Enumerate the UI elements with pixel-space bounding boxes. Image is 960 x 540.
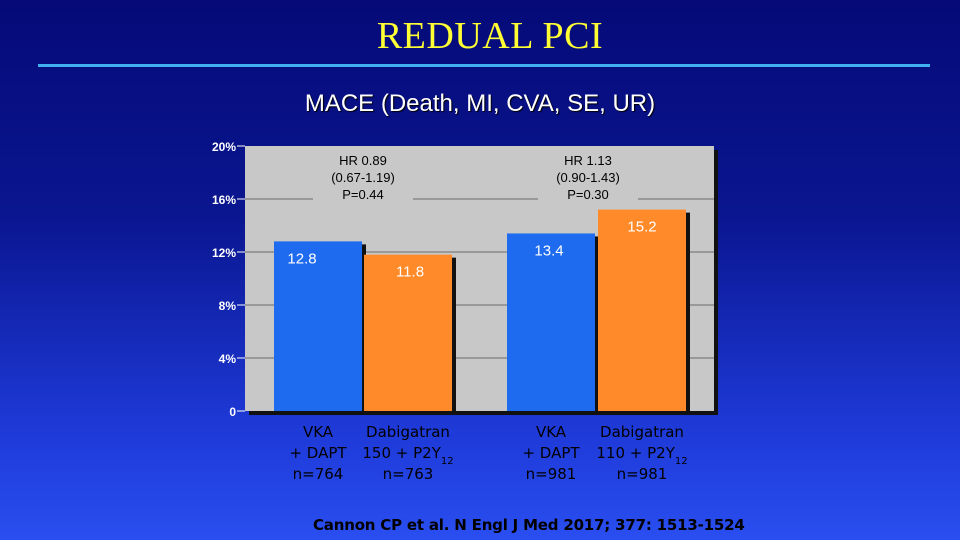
category-label: 110 + P2Y12 — [596, 444, 687, 467]
y-tick-label: 8% — [219, 299, 237, 313]
category-label: VKA — [536, 423, 567, 441]
hr-box — [313, 149, 413, 204]
category-label: Dabigatran — [366, 423, 450, 441]
category-label: 150 + P2Y12 — [362, 444, 453, 467]
bar — [364, 254, 452, 411]
category-label: Dabigatran — [600, 423, 684, 441]
y-tick-label: 12% — [212, 246, 236, 260]
data-label: 15.2 — [627, 219, 656, 236]
slide-title: REDUAL PCI — [376, 15, 604, 57]
bar — [274, 241, 362, 411]
category-label: n=981 — [617, 465, 668, 483]
chart-title: MACE (Death, MI, CVA, SE, UR) — [304, 90, 656, 117]
data-label: 11.8 — [396, 264, 424, 281]
hr-annotation: (0.90-1.43) — [556, 170, 620, 185]
category-label: n=981 — [526, 465, 577, 483]
category-label: VKA — [303, 423, 334, 441]
hr-annotation: P=0.44 — [342, 187, 384, 202]
data-label: 13.4 — [534, 242, 563, 259]
hr-box — [538, 149, 638, 204]
y-tick-label: 0 — [229, 405, 236, 419]
hr-annotation: P=0.30 — [567, 187, 609, 202]
hr-annotation: HR 0.89 — [339, 153, 387, 168]
category-label: n=764 — [293, 465, 344, 483]
y-tick-label: 4% — [219, 352, 237, 366]
citation: Cannon CP et al. N Engl J Med 2017; 377:… — [313, 516, 745, 534]
y-tick-label: 16% — [212, 193, 236, 207]
category-label: n=763 — [383, 465, 434, 483]
data-label: 12.8 — [287, 250, 316, 267]
category-label: + DAPT — [522, 444, 580, 462]
bar — [598, 209, 686, 411]
hr-annotation: HR 1.13 — [564, 153, 612, 168]
title-divider — [38, 64, 930, 67]
bar — [507, 233, 595, 411]
hr-annotation: (0.67-1.19) — [331, 170, 395, 185]
category-label: + DAPT — [289, 444, 347, 462]
y-tick-label: 20% — [212, 140, 236, 154]
